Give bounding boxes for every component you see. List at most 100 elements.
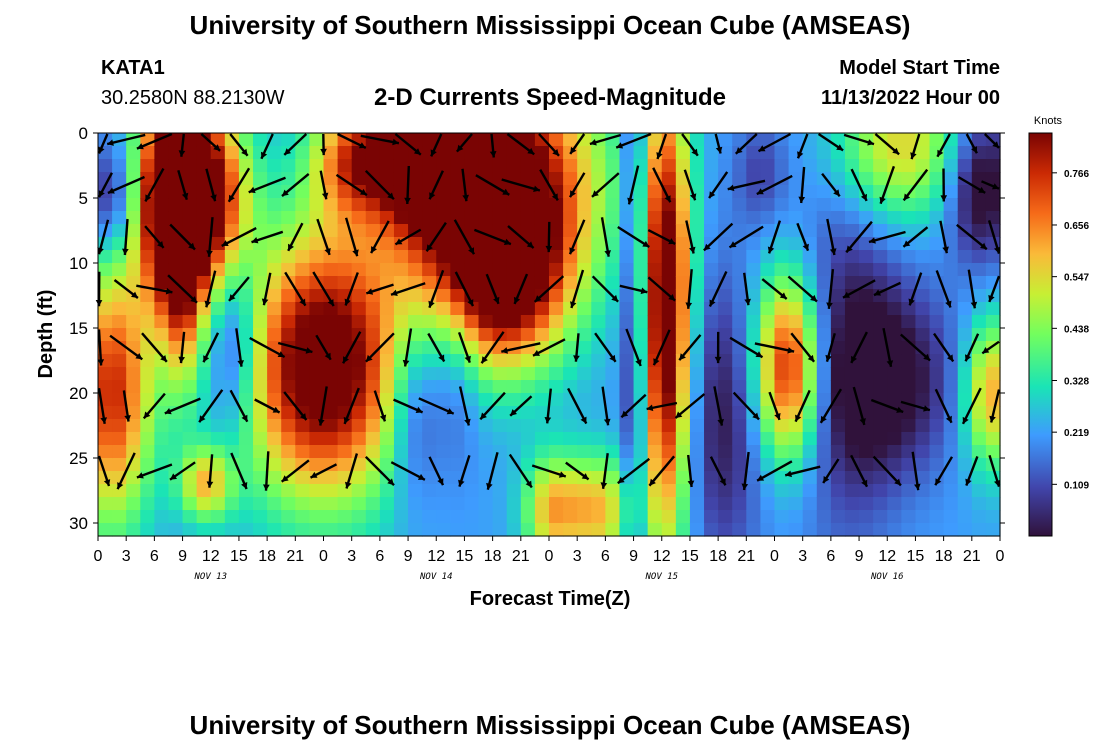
heat-cell	[605, 224, 620, 238]
heat-cell	[972, 276, 987, 290]
heat-cell	[845, 328, 860, 342]
heat-cell	[197, 328, 212, 342]
heat-cell	[140, 497, 155, 511]
heat-cell	[183, 172, 198, 186]
heat-cell	[338, 198, 353, 212]
heat-cell	[690, 510, 705, 524]
heat-cell	[972, 354, 987, 368]
heat-cell	[521, 198, 536, 212]
heat-cell	[380, 497, 395, 511]
heat-cell	[183, 406, 198, 420]
heat-cell	[662, 172, 677, 186]
heat-cell	[831, 302, 846, 316]
heat-cell	[394, 172, 409, 186]
heat-cell	[507, 393, 522, 407]
heat-cell	[690, 133, 705, 147]
heat-cell	[521, 523, 536, 537]
x-tick-label: 0	[94, 548, 103, 565]
heat-cell	[901, 367, 916, 381]
heat-cell	[958, 497, 973, 511]
heat-cell	[634, 380, 649, 394]
heat-cell	[831, 510, 846, 524]
heat-cell	[732, 315, 747, 329]
heat-cell	[549, 510, 564, 524]
heat-cell	[507, 445, 522, 459]
heat-cell	[521, 315, 536, 329]
heat-cell	[577, 445, 592, 459]
heat-cell	[634, 198, 649, 212]
heat-cell	[267, 393, 282, 407]
heat-cell	[239, 341, 254, 355]
heat-cell	[662, 354, 677, 368]
heat-cell	[803, 367, 818, 381]
heat-cell	[887, 250, 902, 264]
heat-cell	[422, 510, 437, 524]
heat-cell	[183, 380, 198, 394]
heat-cell	[915, 315, 930, 329]
heat-cell	[168, 484, 183, 498]
heat-cell	[887, 315, 902, 329]
heat-cell	[380, 146, 395, 160]
heat-cell	[845, 302, 860, 316]
heat-cell	[972, 367, 987, 381]
heat-cell	[126, 224, 141, 238]
heat-cell	[775, 510, 790, 524]
colorbar-unit: Knots	[1034, 115, 1063, 127]
heat-cell	[549, 237, 564, 251]
heat-cell	[873, 354, 888, 368]
heat-cell	[648, 445, 663, 459]
heat-cell	[422, 471, 437, 485]
heat-cell	[281, 380, 296, 394]
heat-cell	[324, 523, 339, 537]
heat-cell	[718, 458, 733, 472]
heat-cell	[436, 237, 451, 251]
heat-cell	[605, 198, 620, 212]
heat-cell	[154, 302, 169, 316]
heat-cell	[436, 393, 451, 407]
heat-cell	[563, 315, 578, 329]
x-tick-label: 9	[404, 548, 413, 565]
heat-cell	[126, 380, 141, 394]
heat-cell	[154, 198, 169, 212]
heat-cell	[408, 315, 423, 329]
heat-cell	[634, 406, 649, 420]
heat-cell	[436, 328, 451, 342]
heat-cell	[887, 380, 902, 394]
x-tick-label: 18	[258, 548, 276, 565]
heat-cell	[704, 159, 719, 173]
heat-cell	[972, 497, 987, 511]
heat-cell	[789, 484, 804, 498]
heat-cell	[930, 341, 945, 355]
heat-cell	[944, 471, 959, 485]
heat-cell	[563, 302, 578, 316]
heat-cell	[930, 302, 945, 316]
heat-cell	[930, 159, 945, 173]
heat-cell	[704, 250, 719, 264]
heat-cell	[154, 445, 169, 459]
heat-cell	[253, 159, 268, 173]
heat-cell	[972, 315, 987, 329]
heat-cell	[352, 302, 367, 316]
heat-cell	[605, 328, 620, 342]
heat-cell	[535, 276, 550, 290]
heat-cell	[352, 354, 367, 368]
heat-cell	[690, 497, 705, 511]
heat-cell	[253, 510, 268, 524]
heat-cell	[211, 159, 226, 173]
heat-cell	[972, 211, 987, 225]
heat-cell	[690, 315, 705, 329]
heat-cell	[295, 133, 310, 147]
heat-cell	[746, 497, 761, 511]
heat-cell	[154, 367, 169, 381]
heat-cell	[845, 367, 860, 381]
heat-cell	[563, 211, 578, 225]
heat-cell	[281, 159, 296, 173]
heat-cell	[746, 198, 761, 212]
heat-cell	[309, 445, 324, 459]
heat-cell	[732, 380, 747, 394]
heat-cell	[662, 302, 677, 316]
x-tick-label: 21	[512, 548, 530, 565]
colorbar-tick-label: 0.547	[1064, 273, 1089, 284]
heat-cell	[352, 289, 367, 303]
heat-cell	[549, 211, 564, 225]
